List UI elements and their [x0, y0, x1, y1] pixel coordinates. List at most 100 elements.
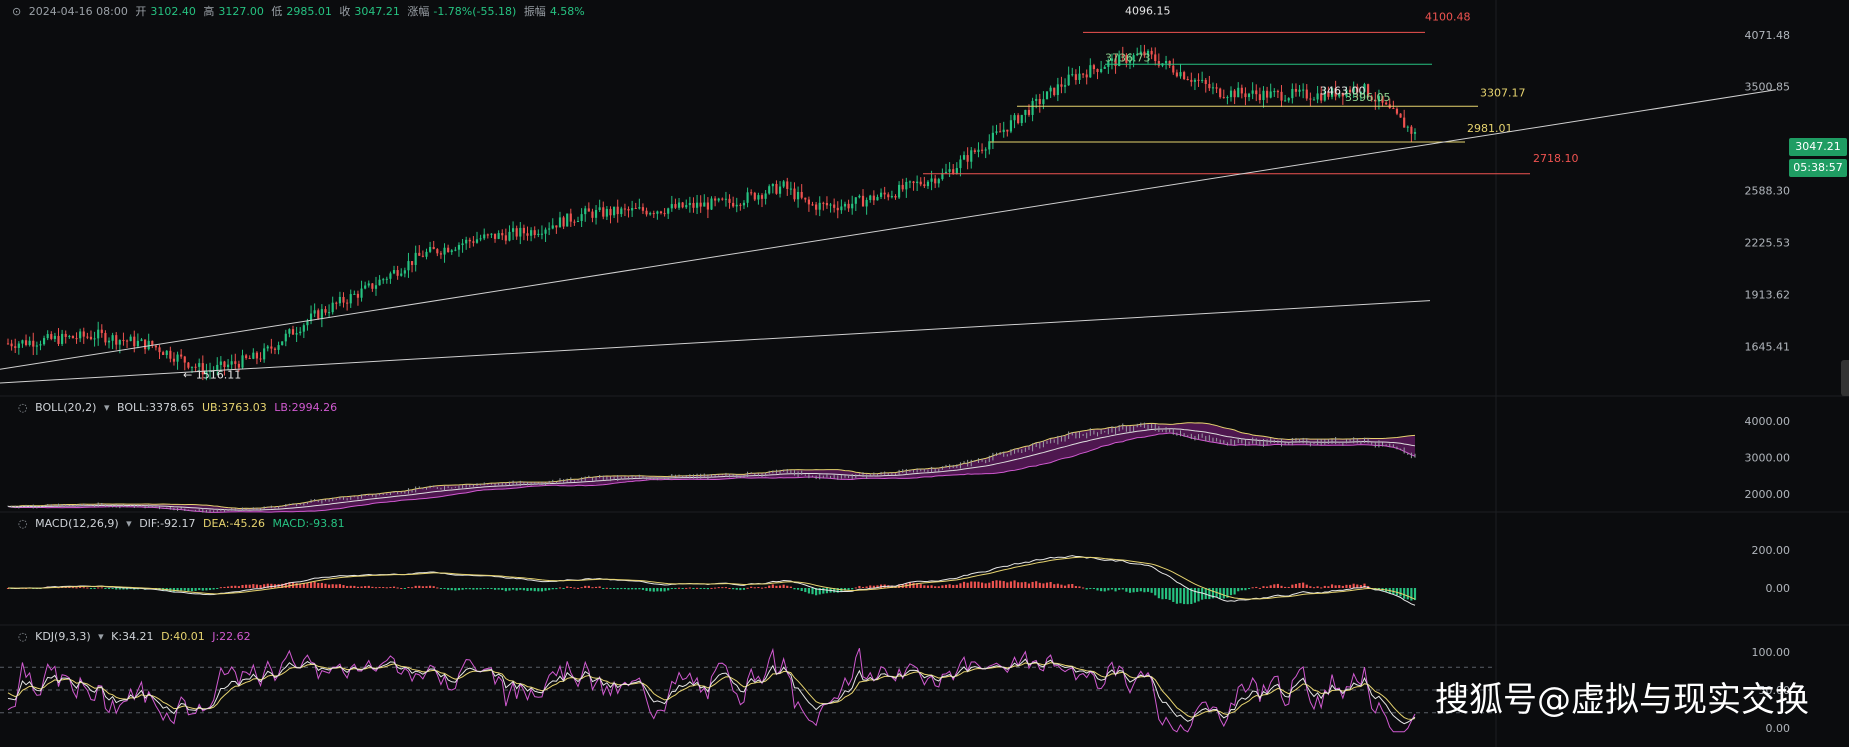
macd-hist-bar	[295, 583, 298, 588]
candle-body	[501, 233, 504, 236]
candle-body	[284, 333, 287, 342]
candle-body	[1053, 87, 1056, 96]
macd-hist-bar	[472, 588, 475, 590]
candle-body	[259, 358, 262, 360]
candle-body	[335, 302, 338, 304]
candle-body	[746, 192, 749, 203]
candle-body	[104, 332, 107, 343]
macd-hist-bar	[594, 586, 598, 588]
candle-body	[237, 363, 240, 368]
macd-hist-bar	[692, 588, 695, 589]
low-label: 低	[271, 5, 283, 18]
macd-hist-bar	[876, 585, 879, 588]
macd-hist-bar	[263, 584, 266, 588]
candle-body	[100, 329, 103, 333]
candle-body	[1327, 91, 1330, 97]
candle-body	[811, 204, 814, 206]
macd-hist-bar	[234, 585, 237, 588]
chevron-down-icon[interactable]: ▾	[98, 630, 104, 643]
candle-body	[1168, 60, 1171, 66]
candle-body	[894, 196, 897, 198]
candle-body	[1392, 108, 1395, 110]
macd-hist-bar	[107, 588, 111, 590]
macd-hist-bar	[324, 583, 327, 588]
candle-body	[400, 273, 403, 276]
macd-hist-bar	[695, 587, 699, 589]
macd-hist-bar	[836, 588, 839, 593]
candle-body	[6, 343, 10, 345]
candle-body	[1179, 72, 1182, 77]
bell-icon[interactable]: ◌	[18, 630, 28, 643]
macd-hist-bar	[1255, 586, 1258, 588]
candle-body	[403, 270, 406, 274]
candle-body	[829, 204, 832, 206]
macd-hist-bar	[1406, 588, 1409, 600]
macd-hist-bar	[1258, 587, 1261, 589]
side-collapse-handle[interactable]	[1841, 360, 1849, 396]
chevron-down-icon[interactable]: ▾	[126, 517, 132, 530]
candle-body	[1273, 91, 1276, 93]
macd-header[interactable]: ◌ MACD(12,26,9) ▾ DIF:-92.17 DEA:-45.26 …	[18, 517, 349, 530]
candle-body	[1190, 79, 1193, 82]
candle-body	[1237, 87, 1240, 98]
macd-hist-bar	[797, 588, 800, 590]
candle-body	[1002, 129, 1005, 133]
candle-body	[483, 234, 486, 239]
macd-hist-bar	[739, 588, 742, 591]
macd-hist-bar	[374, 587, 378, 589]
candle-body	[1262, 90, 1265, 101]
candle-body	[374, 285, 378, 289]
macd-hist-bar	[508, 588, 511, 591]
macd-hist-bar	[1146, 588, 1150, 592]
candle-body	[1013, 115, 1016, 121]
candle-body	[1233, 90, 1236, 98]
candle-body	[519, 227, 522, 237]
macd-hist-bar	[609, 588, 612, 589]
kdj-header[interactable]: ◌ KDJ(9,3,3) ▾ K:34.21 D:40.01 J:22.62	[18, 630, 255, 643]
macd-hist-bar	[1154, 588, 1157, 596]
candle-body	[970, 150, 973, 162]
candle-body	[1092, 65, 1095, 70]
macd-hist-bar	[724, 587, 728, 589]
macd-dif: DIF:-92.17	[139, 517, 196, 530]
candle-body	[154, 345, 157, 348]
candle-body	[760, 195, 764, 199]
macd-hist-bar	[944, 584, 948, 588]
candle-body	[908, 181, 912, 183]
macd-hist-bar	[454, 588, 457, 591]
chevron-down-icon[interactable]: ▾	[103, 401, 110, 414]
candle-body	[198, 363, 201, 367]
macd-hist-bar	[1287, 586, 1290, 588]
macd-hist-bar	[205, 588, 208, 591]
macd-hist-bar	[526, 588, 529, 592]
macd-hist-bar	[1168, 588, 1171, 600]
boll-header[interactable]: ◌ BOLL(20,2) ▾ BOLL:3378.65 UB:3763.03 L…	[18, 401, 341, 414]
macd-hist-bar	[1121, 588, 1124, 590]
macd-hist-bar	[843, 588, 847, 591]
macd-hist-bar	[674, 588, 677, 589]
candle-body	[313, 310, 316, 314]
macd-hist-bar	[320, 582, 323, 588]
macd-hist-bar	[248, 584, 251, 588]
candle-body	[454, 249, 457, 251]
macd-hist-bar	[533, 588, 536, 592]
macd-hist-bar	[1139, 588, 1142, 592]
candle-body	[645, 210, 648, 215]
macd-hist-bar	[1045, 582, 1049, 588]
boll-lb: LB:2994.26	[274, 401, 338, 414]
macd-hist-bar	[912, 582, 915, 588]
candle-body	[753, 192, 756, 200]
candle-body	[281, 341, 284, 346]
candle-body	[219, 361, 222, 365]
bell-icon[interactable]: ◌	[18, 401, 28, 414]
candle-body	[64, 333, 67, 337]
candle-body	[786, 181, 789, 189]
bell-icon[interactable]: ◌	[18, 517, 28, 530]
macd-hist-bar	[710, 587, 713, 589]
macd-hist-bar	[82, 587, 85, 589]
candle-body	[926, 181, 930, 187]
macd-hist-bar	[558, 587, 562, 589]
candle-body	[1226, 97, 1229, 99]
candle-body	[999, 131, 1002, 133]
